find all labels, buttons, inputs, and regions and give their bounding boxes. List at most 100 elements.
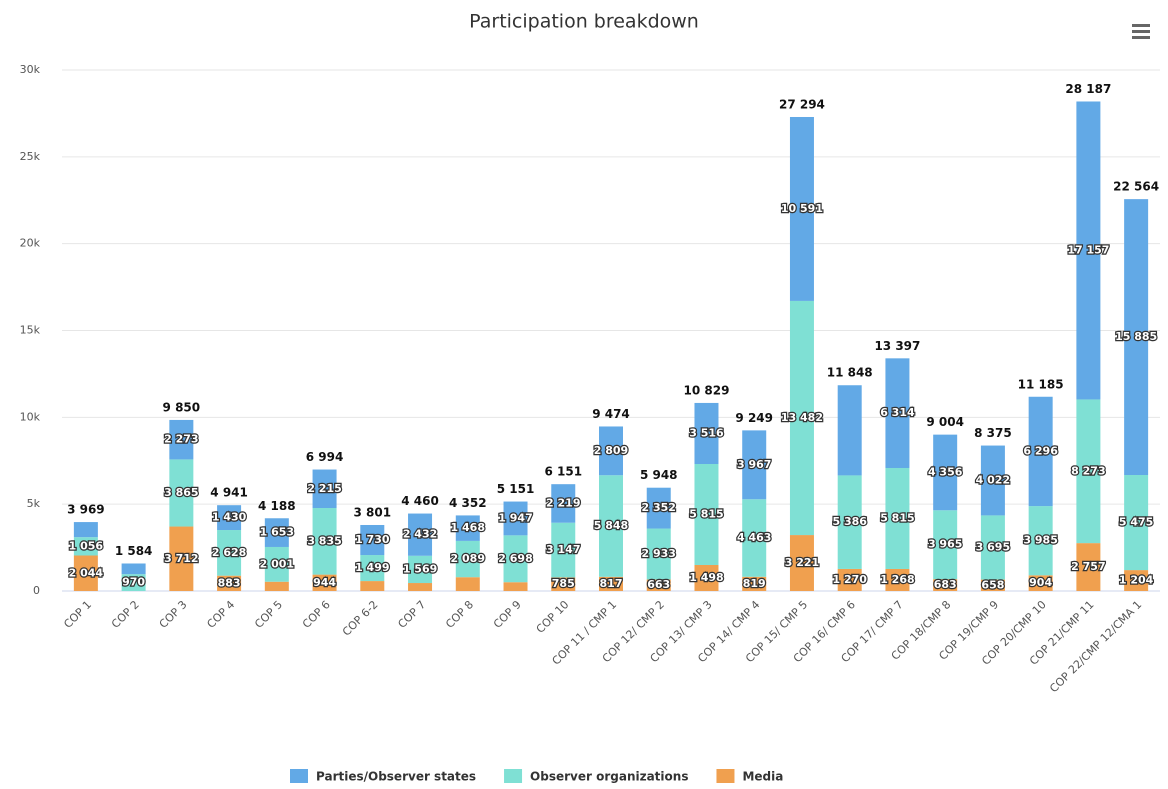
bar-segment xyxy=(789,300,814,536)
data-label: 3 712 xyxy=(164,552,198,565)
data-label: 5 475 xyxy=(1119,516,1153,529)
x-tick-label: COP 10 xyxy=(534,598,572,636)
data-label: 819 xyxy=(743,577,766,590)
bar-segment xyxy=(408,583,433,591)
data-label: 2 273 xyxy=(164,433,198,446)
total-label: 4 460 xyxy=(401,494,439,508)
data-label: 10 591 xyxy=(781,202,823,215)
data-label: 5 386 xyxy=(832,515,867,528)
data-label: 6 296 xyxy=(1023,444,1058,457)
total-label: 3 969 xyxy=(67,503,105,517)
bar-segment xyxy=(885,358,910,468)
bar-segment xyxy=(789,535,814,591)
total-label: 1 584 xyxy=(115,544,153,558)
menu-button[interactable] xyxy=(1132,24,1150,39)
data-label: 3 147 xyxy=(546,543,580,556)
data-label: 5 848 xyxy=(594,519,628,532)
bar-segment xyxy=(933,434,958,511)
bar-segment xyxy=(837,475,862,569)
data-label: 1 730 xyxy=(355,533,390,546)
bar-segment xyxy=(694,463,719,565)
y-tick-label: 15k xyxy=(20,324,41,337)
y-tick-label: 5k xyxy=(27,497,41,510)
bar-segment xyxy=(312,574,337,591)
total-label: 4 352 xyxy=(449,496,487,510)
bar-segment xyxy=(980,515,1005,580)
data-label: 944 xyxy=(313,576,336,589)
data-label: 2 219 xyxy=(546,496,580,509)
legend-item[interactable]: Observer organizations xyxy=(504,769,688,784)
y-tick-label: 20k xyxy=(20,237,41,250)
bar-segment xyxy=(933,510,958,580)
data-label: 2 628 xyxy=(212,546,246,559)
menu-bar xyxy=(1132,36,1150,39)
data-label: 3 965 xyxy=(928,538,962,551)
total-label: 9 850 xyxy=(163,400,201,414)
data-label: 3 967 xyxy=(737,458,771,471)
bar-segment xyxy=(455,540,480,578)
x-tick-label: COP 22/CMP 12/CMA 1 xyxy=(1047,598,1144,695)
bar-segment xyxy=(837,385,862,476)
bar-segment xyxy=(742,430,767,500)
data-label: 1 270 xyxy=(832,573,867,586)
data-label: 4 463 xyxy=(737,531,771,544)
bar-segment xyxy=(789,116,814,301)
bar-segment xyxy=(646,528,671,580)
bar-segment xyxy=(646,579,671,591)
bar-segment xyxy=(264,546,289,582)
bar-segment xyxy=(646,487,671,529)
data-label: 658 xyxy=(981,578,1004,591)
data-label: 663 xyxy=(647,578,670,591)
bar-segment xyxy=(551,484,576,523)
bar-segment xyxy=(408,555,433,584)
x-tick-label: COP 6 xyxy=(300,598,333,631)
data-label: 785 xyxy=(552,577,575,590)
bar-segment xyxy=(599,475,623,577)
data-label: 1 430 xyxy=(212,511,247,524)
data-label: 3 865 xyxy=(164,486,198,499)
total-label: 4 941 xyxy=(210,486,248,500)
bar-segment xyxy=(1076,399,1101,544)
bar-segment xyxy=(169,419,194,460)
legend-item[interactable]: Media xyxy=(716,769,783,784)
data-label: 3 221 xyxy=(785,556,819,569)
bar-segment xyxy=(264,581,289,591)
legend-item[interactable]: Parties/Observer states xyxy=(290,769,476,784)
bar-segment xyxy=(1124,570,1149,591)
bar-segment xyxy=(73,522,98,538)
data-label: 2 432 xyxy=(403,528,437,541)
data-label: 2 809 xyxy=(594,444,628,457)
data-label: 1 569 xyxy=(403,562,437,575)
data-label: 6 314 xyxy=(880,406,915,419)
total-label: 5 948 xyxy=(640,468,678,482)
data-label: 2 215 xyxy=(307,482,341,495)
data-label: 2 001 xyxy=(260,557,294,570)
data-label: 2 089 xyxy=(451,552,485,565)
bar-segment xyxy=(121,563,146,575)
bar-segment xyxy=(169,459,194,527)
bar-segment xyxy=(1028,396,1053,507)
data-label: 683 xyxy=(934,578,957,591)
data-label: 883 xyxy=(218,576,241,589)
total-label: 28 187 xyxy=(1065,82,1111,96)
data-label: 1 653 xyxy=(260,526,294,539)
y-tick-label: 0 xyxy=(33,584,40,597)
data-label: 5 815 xyxy=(689,507,723,520)
total-label: 27 294 xyxy=(779,97,825,111)
data-label: 8 273 xyxy=(1071,464,1105,477)
bar-segment xyxy=(742,576,767,591)
bar-segment xyxy=(264,518,289,547)
x-tick-label: COP 2 xyxy=(109,598,142,631)
bar-segment xyxy=(1124,475,1149,571)
bar-segment xyxy=(312,469,337,509)
data-label: 1 498 xyxy=(689,571,723,584)
bar-segment xyxy=(1076,543,1101,591)
x-tick-label: COP 1 xyxy=(61,598,94,631)
total-label: 11 848 xyxy=(827,366,873,380)
bar-segment xyxy=(408,513,433,556)
bar-segment xyxy=(455,515,480,541)
bar-segment xyxy=(503,501,528,536)
total-label: 9 474 xyxy=(592,407,630,421)
bar-segment xyxy=(599,426,623,476)
